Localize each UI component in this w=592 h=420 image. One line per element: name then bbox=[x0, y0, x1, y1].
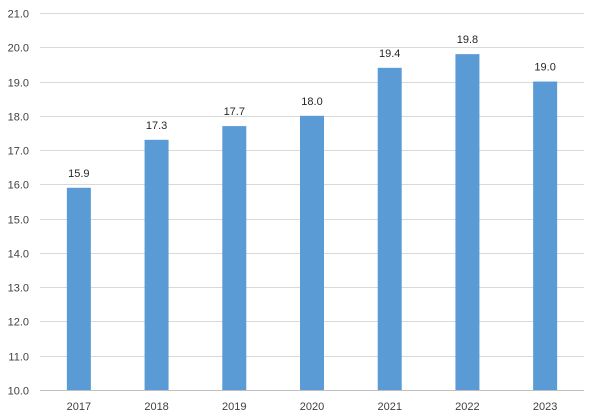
y-tick-label: 20.0 bbox=[8, 43, 29, 55]
y-axis-tick-labels: 10.0 11.0 12.0 13.0 14.0 15.0 16.0 17.0 18.0 19.0… bbox=[8, 9, 29, 398]
y-tick-label: 16.0 bbox=[8, 180, 29, 192]
y-tick-label: 11.0 bbox=[8, 352, 29, 364]
y-tick-label: 14.0 bbox=[8, 249, 29, 261]
x-tick-label-2020: 2020 bbox=[300, 401, 324, 413]
bar-2017 bbox=[66, 187, 91, 390]
x-tick-label-2018: 2018 bbox=[144, 401, 168, 413]
y-tick-label: 21.0 bbox=[8, 9, 29, 21]
data-label-2017: 15.9 bbox=[68, 168, 89, 180]
bar-2019 bbox=[222, 126, 247, 390]
x-axis-tick-labels: 2017 2018 2019 2020 2021 2022 2023 bbox=[67, 401, 558, 413]
data-labels: 15.9 17.3 17.7 18.0 19.4 19.8 19.0 bbox=[68, 34, 556, 180]
bar-2021 bbox=[377, 67, 402, 390]
data-label-2019: 17.7 bbox=[224, 106, 245, 118]
bar-2023 bbox=[533, 81, 558, 390]
y-tick-label: 13.0 bbox=[8, 283, 29, 295]
x-tick-label-2021: 2021 bbox=[377, 401, 401, 413]
bars bbox=[66, 54, 558, 391]
y-tick-label: 10.0 bbox=[8, 386, 29, 398]
y-tick-label: 18.0 bbox=[8, 112, 29, 124]
data-label-2021: 19.4 bbox=[379, 48, 400, 60]
x-tick-label-2022: 2022 bbox=[455, 401, 479, 413]
bar-2018 bbox=[144, 139, 169, 390]
data-label-2018: 17.3 bbox=[146, 120, 167, 132]
bar-2020 bbox=[300, 115, 324, 391]
x-tick-label-2023: 2023 bbox=[533, 401, 557, 413]
y-tick-label: 15.0 bbox=[8, 215, 29, 227]
y-tick-label: 17.0 bbox=[8, 146, 29, 158]
x-tick-label-2019: 2019 bbox=[222, 401, 246, 413]
y-tick-label: 12.0 bbox=[8, 317, 29, 329]
data-label-2022: 19.8 bbox=[457, 34, 478, 46]
bar-2022 bbox=[455, 54, 480, 391]
data-label-2023: 19.0 bbox=[534, 62, 555, 74]
x-tick-label-2017: 2017 bbox=[67, 401, 91, 413]
data-label-2020: 18.0 bbox=[301, 96, 322, 108]
y-tick-label: 19.0 bbox=[8, 78, 29, 90]
